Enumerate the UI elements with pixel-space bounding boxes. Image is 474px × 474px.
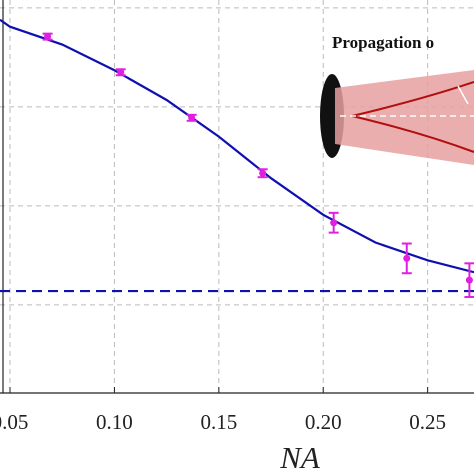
inset-arrow <box>457 85 469 105</box>
data-point <box>465 276 473 284</box>
data-point <box>259 169 267 177</box>
x-tick-label: 0.20 <box>305 410 342 434</box>
inset: Propagation o <box>320 33 474 165</box>
data-point <box>117 68 125 76</box>
x-tick-label: 0.25 <box>409 410 446 434</box>
data-point <box>330 219 338 227</box>
data-point <box>403 254 411 262</box>
x-axis-label: NA <box>279 440 321 474</box>
data-point <box>44 33 52 41</box>
x-tick-label: 0.10 <box>96 410 133 434</box>
plot: 0.05 0.10 0.15 0.20 0.25 <box>0 0 474 434</box>
inset-title: Propagation o <box>332 33 434 52</box>
x-tick-label: 0.15 <box>200 410 237 434</box>
x-tick-label: 0.05 <box>0 410 28 434</box>
data-point <box>188 114 196 122</box>
